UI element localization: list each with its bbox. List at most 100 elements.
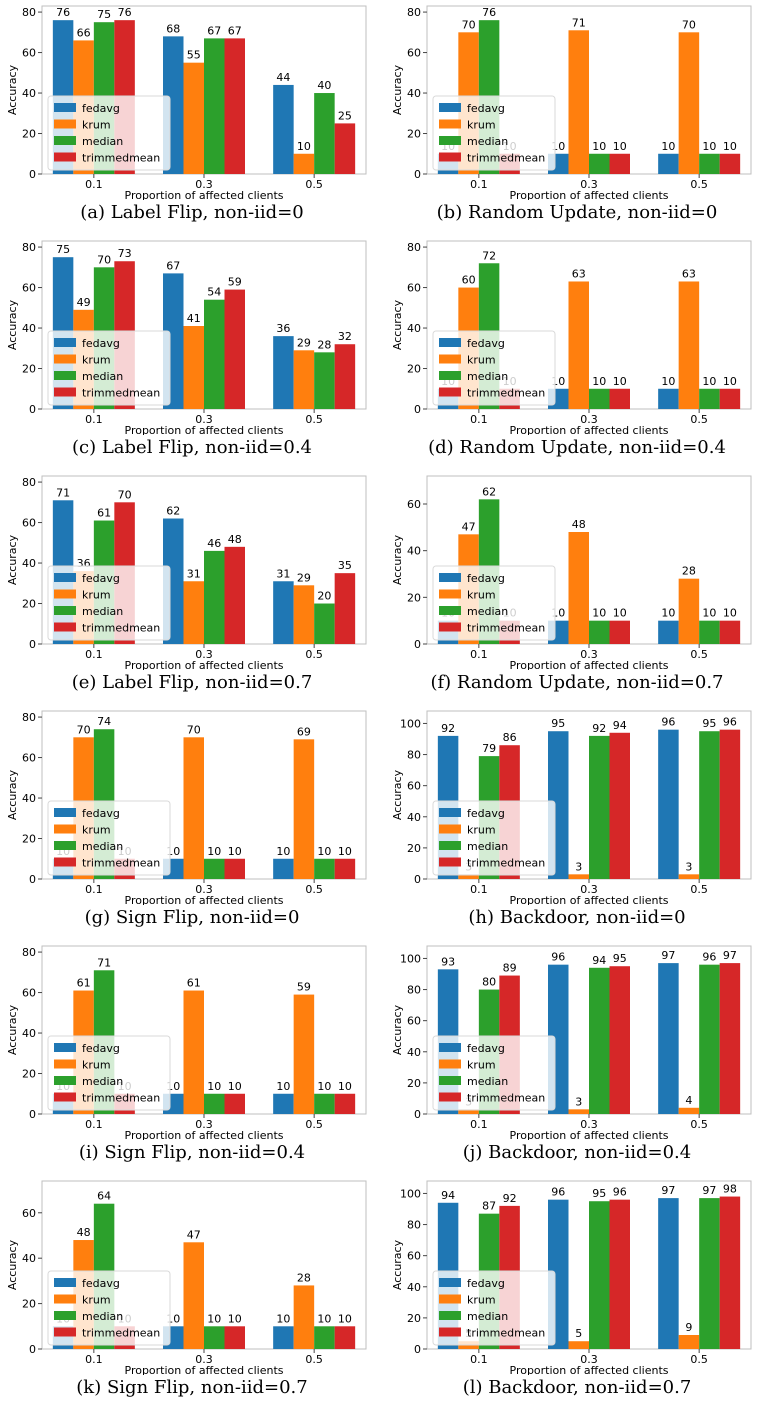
chart-panel: 0204060Accuracy1010104748286210101010100…: [385, 470, 769, 705]
x-tick-label: 0.1: [85, 1118, 103, 1131]
y-tick-label: 80: [22, 6, 36, 19]
bar-value-label: 40: [317, 79, 331, 92]
y-axis-label: Accuracy: [6, 1239, 19, 1290]
figure-caption: (j) Backdoor, non-iid=0.4: [462, 1142, 692, 1163]
bar-value-label: 10: [613, 375, 627, 388]
y-tick-label: 40: [407, 811, 421, 824]
bar-value-label: 73: [118, 247, 132, 260]
bar-value-label: 10: [276, 1080, 290, 1093]
bar-value-label: 72: [482, 249, 496, 262]
y-tick-label: 80: [22, 241, 36, 254]
bar-trimmedmean: [609, 1199, 630, 1349]
y-tick-label: 20: [407, 363, 421, 376]
bar-value-label: 80: [482, 976, 496, 989]
bar-fedavg: [273, 1326, 294, 1349]
bar-trimmedmean: [719, 729, 741, 879]
legend-box: [47, 1035, 171, 1111]
legend-label: fedavg: [467, 572, 505, 585]
legend-label: median: [467, 840, 508, 853]
bar-value-label: 54: [207, 286, 221, 299]
bar-median: [699, 1198, 720, 1349]
bar-value-label: 28: [317, 338, 331, 351]
y-tick-label: 60: [22, 1207, 36, 1220]
legend-swatch-fedavg: [54, 103, 76, 112]
bar-value-label: 96: [613, 1186, 627, 1199]
y-axis-label: Accuracy: [391, 299, 404, 350]
y-tick-label: 100: [400, 1187, 421, 1200]
y-tick-label: 0: [414, 638, 421, 651]
bar-value-label: 59: [228, 276, 242, 289]
bar-median: [204, 858, 225, 879]
y-tick-label: 40: [22, 1027, 36, 1040]
legend-swatch-krum: [439, 354, 461, 364]
bar-value-label: 10: [207, 1080, 221, 1093]
bar-value-label: 10: [276, 1312, 290, 1325]
legend-label: krum: [82, 1294, 111, 1307]
legend-swatch-fedavg: [54, 1278, 76, 1287]
legend-swatch-krum: [54, 824, 76, 834]
legend: fedavg krum median trimmedmean: [432, 1270, 556, 1346]
y-tick-label: 60: [407, 498, 421, 511]
bar-chart: 0 20 40 60 80 Accuracy 76 68 44 66 55 10 75 67 40 76 67 2…: [6, 5, 367, 200]
y-tick-label: 100: [400, 717, 421, 730]
legend: fedavg krum median trimmedmean: [432, 95, 556, 171]
legend-label: krum: [467, 824, 496, 837]
legend-label: fedavg: [82, 1277, 120, 1290]
legend-swatch-median: [54, 606, 76, 615]
bar-value-label: 76: [118, 6, 132, 19]
y-axis-label: Accuracy: [391, 1239, 404, 1290]
legend-label: median: [82, 1310, 123, 1323]
y-axis-label: Accuracy: [6, 769, 19, 820]
legend: fedavg krum median trimmedmean: [47, 1270, 171, 1346]
bar-value-label: 67: [166, 259, 180, 272]
bar-value-label: 10: [592, 375, 606, 388]
figure-caption: (d) Random Update, non-iid=0.4: [428, 437, 726, 458]
legend-label: trimmedmean: [467, 1327, 545, 1340]
legend-swatch-krum: [439, 119, 461, 129]
legend-label: krum: [82, 354, 111, 367]
y-tick-label: 80: [407, 241, 421, 254]
bar-fedavg: [658, 620, 679, 644]
y-tick-label: 20: [407, 1312, 421, 1325]
legend-swatch-trimmedmean: [439, 857, 461, 867]
x-tick-label: 0.3: [580, 648, 598, 661]
bar-median: [204, 1326, 225, 1349]
legend-label: trimmedmean: [467, 387, 545, 400]
bar-krum: [568, 1341, 589, 1349]
x-tick-label: 0.3: [580, 1353, 598, 1366]
bar-value-label: 96: [551, 1186, 565, 1199]
bar-median: [204, 299, 225, 409]
bar-value-label: 32: [338, 330, 352, 343]
legend-swatch-trimmedmean: [54, 152, 76, 162]
legend: fedavg krum median trimmedmean: [47, 1035, 171, 1111]
bar-krum: [293, 1285, 315, 1349]
bar-value-label: 29: [297, 336, 311, 349]
y-tick-label: 40: [22, 557, 36, 570]
bar-krum: [183, 326, 204, 409]
legend: fedavg krum median trimmedmean: [47, 565, 171, 641]
figure-caption: (f) Random Update, non-iid=0.7: [430, 672, 724, 693]
bar-value-label: 28: [682, 565, 696, 578]
bar-value-label: 3: [575, 1095, 582, 1108]
legend-swatch-median: [54, 136, 76, 145]
bar-trimmedmean: [609, 388, 630, 409]
bar-value-label: 97: [661, 949, 675, 962]
bar-value-label: 10: [592, 607, 606, 620]
legend-box: [432, 800, 556, 876]
bar-chart: 0 20 40 60 80 Accuracy 75 67 36 49 41 29 70 54 28 73 59 3…: [6, 240, 367, 435]
chart-panel: 020406080100Accuracy92959633379929586949…: [385, 705, 769, 940]
bar-value-label: 94: [613, 719, 627, 732]
x-tick-label: 0.1: [470, 413, 488, 426]
bar-trimmedmean: [609, 966, 630, 1114]
legend-swatch-krum: [439, 1059, 461, 1069]
y-tick-label: 100: [400, 952, 421, 965]
legend: fedavg krum median trimmedmean: [432, 1035, 556, 1111]
bar-value-label: 75: [97, 8, 111, 21]
bar-value-label: 10: [338, 1080, 352, 1093]
bar-trimmedmean: [224, 1093, 245, 1114]
chart-panel: 020406080100Accuracy93969733480949689959…: [385, 940, 769, 1175]
bar-value-label: 47: [187, 1228, 201, 1241]
legend-label: fedavg: [467, 337, 505, 350]
legend-swatch-median: [439, 1311, 461, 1320]
y-tick-label: 40: [22, 87, 36, 100]
